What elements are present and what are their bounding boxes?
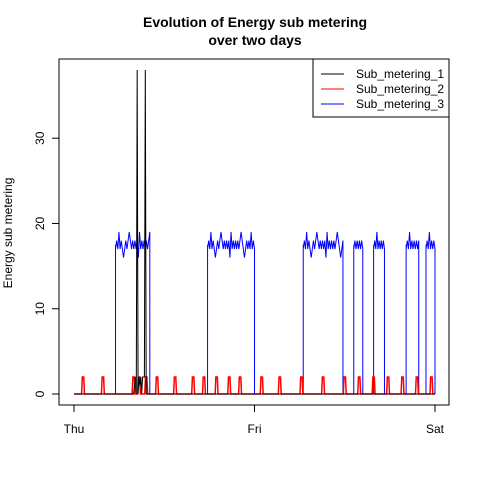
chart-title-line2: over two days [208,32,302,48]
legend-box [312,58,450,118]
y-tick-label: 30 [33,131,47,145]
y-tick-label: 20 [33,216,47,230]
x-tick-label: Thu [64,422,85,436]
legend: Sub_metering_1Sub_metering_2Sub_metering… [312,58,450,118]
y-tick-label: 10 [33,302,47,316]
x-tick-label: Fri [248,422,262,436]
series-layer [74,69,436,395]
legend-entry: Sub_metering_3 [356,97,444,111]
series-sub-metering-2-line [74,376,435,395]
y-tick-label: 0 [33,390,47,397]
x-tick-label: Sat [426,422,445,436]
series-sub-metering-1-line [74,69,435,395]
legend-entry: Sub_metering_2 [356,82,444,96]
chart-title-line1: Evolution of Energy sub metering [143,14,367,30]
y-axis-label: Energy sub metering [1,178,15,289]
legend-entry: Sub_metering_1 [356,67,444,81]
plot-frame [58,58,450,406]
